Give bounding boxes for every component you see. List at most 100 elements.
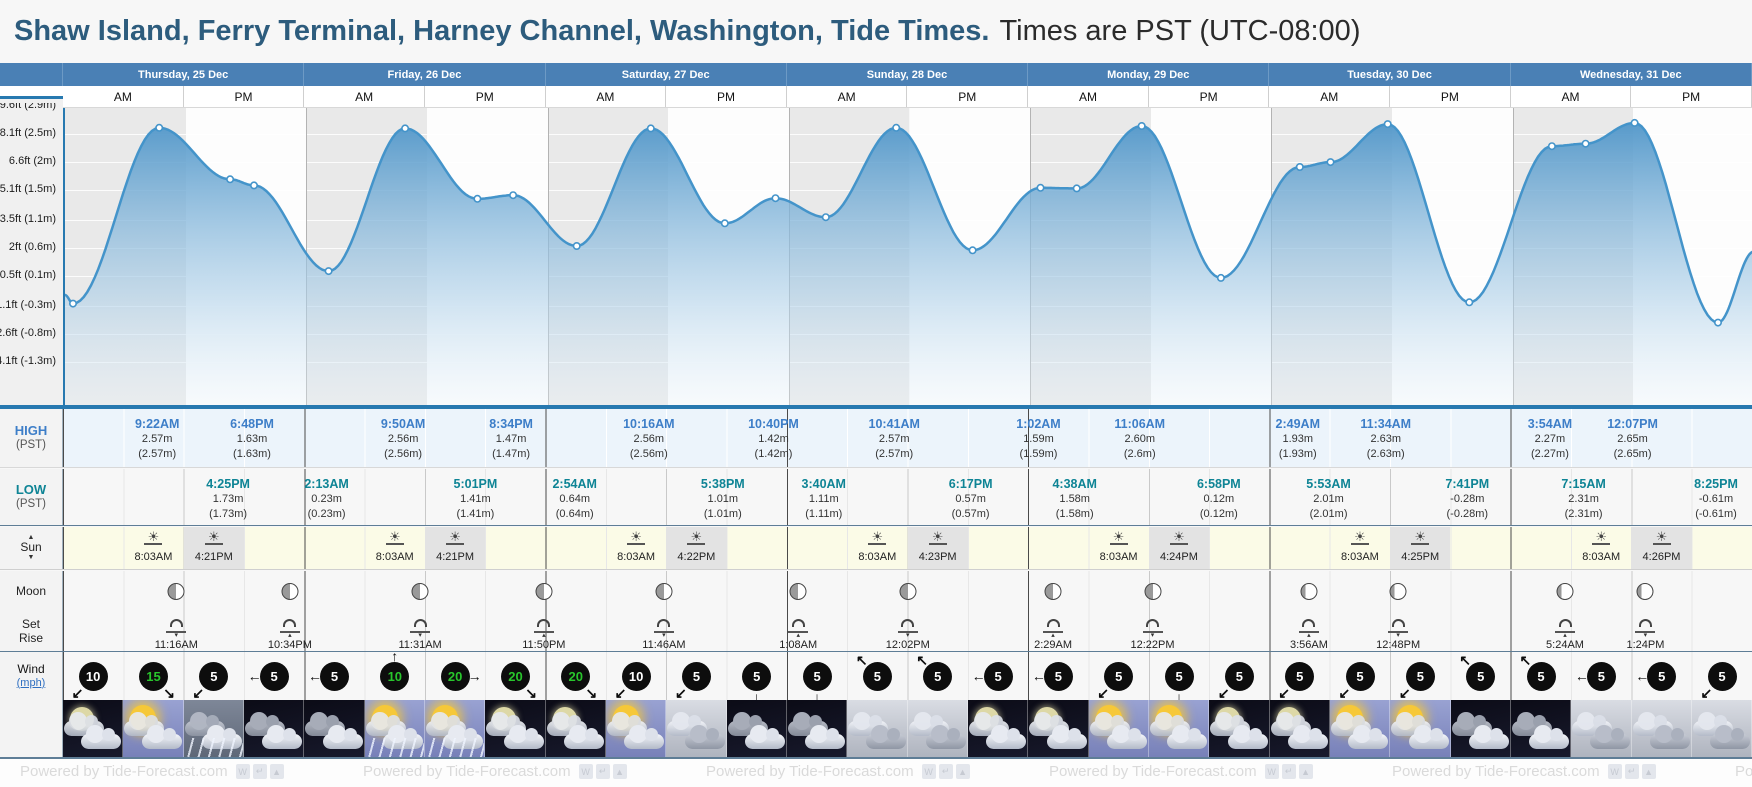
moon-phase-icon bbox=[167, 583, 185, 600]
tide-extreme-marker bbox=[892, 123, 901, 132]
low-tide-entry: 7:41PM -0.28m (-0.28m) bbox=[1415, 476, 1519, 521]
wind-direction-arrow: ↘ bbox=[163, 684, 175, 700]
attribution-bar: Powered by Tide-Forecast.com W ↵ ▲ Powered b… bbox=[0, 758, 1752, 787]
moonset-icon bbox=[901, 619, 915, 627]
wind-direction-arrow: ↓ bbox=[813, 688, 821, 701]
rain-icon bbox=[364, 738, 424, 757]
attribution-text: Powered by Tide-Forecast.com bbox=[1735, 763, 1752, 780]
moon-event-time: 1:24PM bbox=[1626, 639, 1665, 651]
horizon-line bbox=[1652, 543, 1671, 545]
wind-cell: 5 ↙ bbox=[666, 652, 726, 700]
set-rise-row-label: Set Rise bbox=[0, 612, 63, 651]
y-axis-tick: 5.1ft (1.5m) bbox=[0, 183, 56, 195]
high-tide-entry-time: 1:02AM bbox=[1016, 417, 1061, 431]
sunset-time: ☀ 4:21PM bbox=[420, 530, 490, 565]
wind-cell: 10 ↙ bbox=[606, 652, 666, 700]
validator-badges: W ↵ ▲ bbox=[578, 764, 630, 779]
tide-extreme-marker bbox=[1072, 184, 1081, 193]
sunrise-time-label: 8:03AM bbox=[617, 551, 655, 563]
tide-chart bbox=[63, 108, 1752, 406]
wind-row: Wind (mph) 10 ↙ 15 ↘ 5 ↙ 5 ← 5 ← 10 ↑ 20 → 20 ↘ 20 ↘ 10 ↙ 5 ↙… bbox=[0, 652, 1752, 700]
wind-direction-arrow: ← bbox=[307, 668, 322, 684]
low-tide-entry-height-alt: (2.31m) bbox=[1564, 507, 1603, 520]
low-tide-entry-time: 5:01PM bbox=[453, 477, 498, 491]
weather-row-label bbox=[0, 700, 63, 757]
moonrise-icon bbox=[791, 619, 805, 627]
high-tide-entry: 3:54AM 2.27m (2.27m) bbox=[1498, 416, 1602, 461]
horizon-line bbox=[928, 543, 947, 545]
sunrise-icon: ☀ bbox=[1112, 529, 1125, 544]
sunset-time-label: 4:26PM bbox=[1642, 551, 1681, 563]
high-tide-entry-time: 12:07PM bbox=[1607, 417, 1658, 431]
high-tide-entry: 11:06AM 2.60m (2.6m) bbox=[1088, 416, 1192, 461]
high-tide-entry-height-alt: (2.56m) bbox=[384, 447, 423, 460]
low-row-label: LOW (PST) bbox=[0, 469, 63, 525]
sunset-icon: ☀ bbox=[1655, 529, 1668, 544]
horizon-line bbox=[385, 543, 404, 545]
wind-cell: 5 ← bbox=[244, 652, 304, 700]
weather-icon-overcast bbox=[1691, 700, 1752, 757]
horizon-line bbox=[1169, 543, 1188, 545]
cloud-icon bbox=[1468, 725, 1509, 749]
wind-direction-arrow: ↙ bbox=[71, 684, 84, 700]
direction-chevron: ▾ bbox=[174, 632, 179, 639]
moonset-icon bbox=[1391, 619, 1405, 627]
moon-phase-icon bbox=[1300, 583, 1318, 600]
tide-extreme-marker bbox=[69, 299, 78, 308]
sunset-icon: ☀ bbox=[1414, 529, 1427, 544]
low-tide-entry: 2:13AM 0.23m (0.23m) bbox=[275, 476, 379, 521]
sunset-time: ☀ 4:24PM bbox=[1144, 530, 1214, 565]
wind-direction-arrow: ← bbox=[1031, 668, 1046, 684]
direction-chevron: ▾ bbox=[1150, 632, 1155, 639]
high-tide-entry-height: 2.56m bbox=[633, 433, 665, 446]
sunset-time: ☀ 4:26PM bbox=[1627, 529, 1697, 565]
horizon-line bbox=[279, 631, 300, 633]
wind-speed-badge: 5 ↙ bbox=[1701, 661, 1737, 700]
low-tide-entry-height-alt: (1.11m) bbox=[805, 507, 843, 520]
sunset-time: ☀ 4:21PM bbox=[179, 530, 249, 565]
cloud-icon bbox=[81, 725, 122, 749]
high-tide-entry-height: 2.57m bbox=[141, 433, 173, 446]
tide-extreme-marker bbox=[1036, 183, 1045, 192]
direction-chevron: ▾ bbox=[1643, 632, 1648, 639]
wind-speed-badge: 20 → bbox=[440, 661, 482, 691]
low-tide-entry-height-alt: (1.01m) bbox=[703, 507, 742, 520]
sunset-time-label: 4:22PM bbox=[677, 551, 716, 563]
wind-speed-badge: 5 ↙ bbox=[1399, 661, 1435, 700]
mph-link[interactable]: (mph) bbox=[16, 676, 46, 689]
low-tide-entry-height: 0.23m bbox=[311, 493, 342, 506]
high-tide-entry-height: 1.93m bbox=[1282, 433, 1314, 446]
high-tide-entry-time: 9:50AM bbox=[380, 417, 426, 431]
tide-area-fill bbox=[65, 122, 1752, 406]
y-axis-tick: 6.6ft (2m) bbox=[8, 155, 56, 167]
low-tide-entry-time: 4:25PM bbox=[206, 477, 250, 491]
direction-chevron: ▴ bbox=[288, 632, 292, 639]
moon-event-time: 11:50PM bbox=[522, 639, 566, 651]
wind-cell: 5 ↙ bbox=[1390, 652, 1450, 700]
high-tide-entry: 2:49AM 1.93m (1.93m) bbox=[1246, 416, 1350, 461]
moonset-entry: ▾ 11:16AM bbox=[141, 614, 211, 651]
wind-speed-badge: 10 ↙ bbox=[615, 661, 651, 700]
wind-speed-badge: 5 ↖ bbox=[1459, 653, 1496, 691]
ampm-cell: PM bbox=[1149, 86, 1270, 107]
horizon-line bbox=[1555, 631, 1575, 633]
y-axis-tick: -1.1ft (-0.3m) bbox=[0, 298, 56, 311]
sunset-shaded-cell bbox=[907, 527, 968, 569]
low-tide-entry-height-alt: (0.12m) bbox=[1199, 507, 1238, 520]
wind-direction-arrow: ↘ bbox=[585, 684, 598, 700]
tide-extreme-marker bbox=[250, 181, 259, 190]
wind-speed-badge: 5 ↙ bbox=[192, 661, 229, 700]
wind-direction-arrow: ↖ bbox=[1459, 652, 1471, 668]
wind-direction-arrow: ↑ bbox=[391, 652, 399, 664]
low-tide-entry: 5:38PM 1.01m (1.01m) bbox=[671, 476, 775, 521]
tide-extreme-marker bbox=[771, 194, 780, 203]
low-tide-entry-height: 2.31m bbox=[1568, 493, 1599, 506]
low-tide-entry-time: 5:38PM bbox=[700, 477, 745, 491]
wind-speed-badge: 10 ↙ bbox=[72, 661, 108, 700]
wind-speed-badge: 5 ← bbox=[1635, 661, 1677, 691]
validator-badge-icon: ↵ bbox=[1624, 764, 1639, 779]
weather-icon-day-sun-cloud bbox=[605, 700, 667, 757]
direction-chevron: ▾ bbox=[418, 632, 422, 639]
low-tide-entry-height: 1.11m bbox=[808, 493, 839, 506]
